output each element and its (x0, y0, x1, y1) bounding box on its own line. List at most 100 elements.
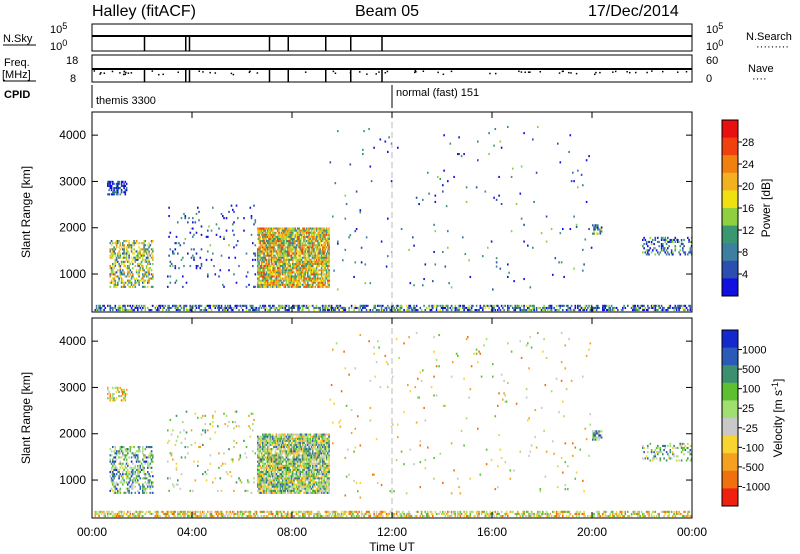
scatter-cell (120, 464, 123, 467)
scatter-cell (270, 281, 273, 284)
scatter-cell (200, 304, 203, 307)
scatter-cell (315, 267, 318, 270)
scatter-cell (283, 483, 285, 486)
scatter-cell (142, 269, 144, 272)
scatter-cell (272, 271, 274, 274)
scatter-cell (273, 248, 275, 251)
scatter-cell (310, 240, 313, 243)
scatter-cell (290, 256, 293, 259)
scatter-cell (109, 184, 112, 187)
scatter-cell (315, 244, 318, 247)
scatter-cell (313, 433, 315, 436)
scatter-cell (264, 437, 267, 440)
scatter-cell (263, 473, 265, 476)
scatter-cell (119, 491, 122, 494)
scatter-cell (320, 256, 323, 259)
scatter-cell (273, 271, 275, 274)
scatter-cell (263, 227, 265, 230)
scatter-cell (308, 462, 310, 465)
scatter-cell (302, 235, 304, 238)
scatter-cell (199, 256, 202, 259)
scatter-cell (267, 260, 269, 263)
scatter-cell (124, 285, 127, 288)
scatter-cell (604, 306, 607, 309)
scatter-cell (530, 304, 533, 307)
scatter-cell (297, 485, 299, 488)
scatter-cell (304, 464, 307, 467)
scatter-cell (318, 285, 320, 288)
scatter-cell (290, 244, 293, 247)
scatter-cell (134, 454, 137, 457)
scatter-cell (297, 437, 299, 440)
scatter-cell (667, 247, 669, 250)
scatter-cell (298, 439, 300, 442)
scatter-cell (275, 277, 278, 280)
scatter-cell (284, 309, 287, 312)
scatter-cell (304, 248, 307, 251)
scatter-cell (282, 466, 284, 469)
scatter-cell (112, 458, 114, 461)
scatter-cell (119, 252, 122, 255)
scatter-cell (297, 275, 299, 278)
scatter-cell (134, 260, 137, 263)
scatter-cell (268, 227, 270, 230)
scatter-cell (263, 265, 265, 268)
scatter-cell (140, 468, 143, 471)
scatter-cell (295, 246, 298, 249)
nave-dot (232, 73, 235, 76)
scatter-cell (114, 262, 117, 265)
scatter-cell (114, 252, 117, 255)
scatter-cell (150, 240, 153, 243)
scatter-cell (280, 448, 283, 451)
scatter-cell (314, 262, 317, 265)
scatter-cell (289, 235, 292, 238)
scatter-cell (284, 265, 287, 268)
scatter-cell (114, 242, 117, 245)
scatter-cell (387, 255, 389, 258)
scatter-cell (327, 443, 329, 446)
scatter-cell (300, 279, 303, 282)
scatter-cell (312, 250, 314, 253)
scatter-cell (298, 443, 300, 446)
scatter-cell (275, 242, 278, 245)
scatter-cell (318, 479, 320, 482)
scatter-cell (139, 248, 142, 251)
scatter-cell (117, 260, 119, 263)
scatter-cell (314, 452, 317, 455)
scatter-cell (102, 304, 104, 307)
scatter-cell (270, 468, 273, 471)
scatter-cell (262, 446, 264, 449)
scatter-cell (258, 460, 260, 463)
scatter-cell (285, 254, 288, 257)
scatter-cell (293, 244, 295, 247)
scatter-cell (289, 448, 292, 451)
scatter-cell (279, 464, 282, 467)
scatter-cell (622, 309, 624, 312)
scatter-cell (283, 487, 285, 490)
scatter-cell (290, 479, 293, 482)
scatter-cell (328, 265, 330, 268)
scatter-cell (304, 435, 307, 438)
scatter-cell (124, 448, 127, 451)
scatter-cell (318, 269, 320, 272)
scatter-cell (267, 269, 269, 272)
scatter-cell (322, 446, 324, 449)
scatter-cell (262, 269, 264, 272)
scatter-cell (135, 460, 138, 463)
scatter-cell (280, 229, 283, 232)
scatter-cell (267, 435, 269, 438)
scatter-cell (138, 281, 140, 284)
scatter-cell (304, 281, 307, 284)
scatter-cell (260, 454, 263, 457)
scatter-cell (493, 196, 495, 199)
scatter-cell (210, 258, 213, 261)
scatter-cell (320, 277, 323, 280)
scatter-cell (109, 309, 112, 312)
scatter-cell (260, 452, 263, 455)
scatter-cell (439, 178, 442, 181)
scatter-cell (284, 450, 287, 453)
scatter-cell (268, 231, 270, 234)
scatter-cell (285, 231, 288, 234)
scatter-cell (660, 304, 663, 307)
scatter-cell (339, 304, 342, 307)
